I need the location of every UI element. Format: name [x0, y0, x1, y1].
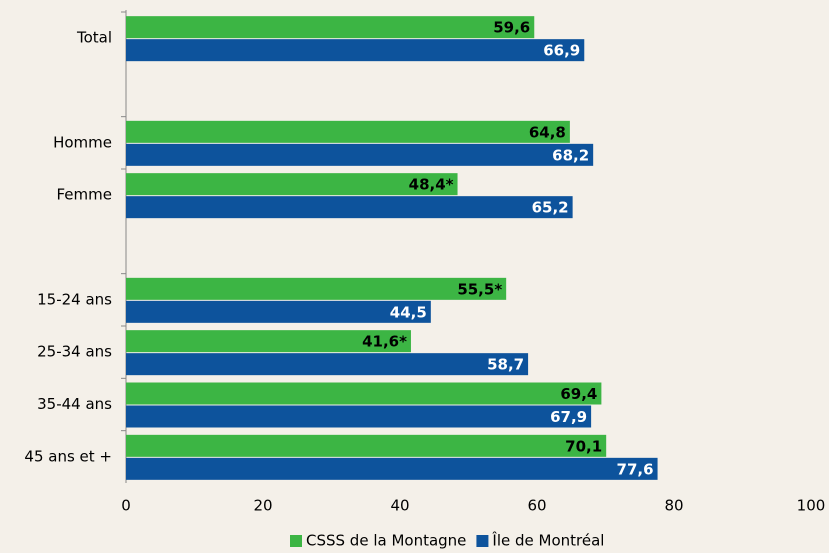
value-label: 65,2 — [532, 199, 569, 217]
value-label: 48,4* — [409, 176, 454, 194]
bar — [126, 196, 573, 219]
value-label: 70,1 — [565, 437, 602, 455]
x-tick-label: 0 — [121, 497, 131, 515]
legend-label: CSSS de la Montagne — [306, 532, 466, 550]
bar — [126, 300, 431, 323]
y-tick-label: 15-24 ans — [37, 290, 112, 308]
bar — [126, 277, 507, 300]
bar — [126, 143, 594, 166]
x-tick-label: 40 — [390, 497, 409, 515]
value-label: 55,5* — [457, 280, 502, 298]
value-label: 69,4 — [560, 385, 597, 403]
bar — [126, 120, 570, 143]
bar — [126, 405, 592, 428]
bar — [126, 353, 529, 376]
bar — [126, 330, 411, 353]
legend-label: Île de Montréal — [491, 531, 604, 550]
value-label: 64,8 — [529, 123, 566, 141]
x-tick-label: 20 — [253, 497, 272, 515]
y-tick-label: Total — [76, 29, 112, 47]
x-tick-label: 100 — [797, 497, 826, 515]
y-tick-label: 45 ans et + — [24, 447, 112, 465]
bar — [126, 382, 602, 405]
legend-swatch — [290, 535, 302, 547]
value-label: 67,9 — [550, 408, 587, 426]
bar — [126, 434, 607, 457]
value-label: 41,6* — [362, 333, 407, 351]
value-label: 44,5 — [390, 303, 427, 321]
legend-swatch — [476, 535, 489, 547]
x-tick-label: 80 — [664, 497, 683, 515]
bar — [126, 173, 458, 196]
bar — [126, 39, 585, 62]
value-label: 58,7 — [487, 356, 524, 374]
y-tick-label: Femme — [57, 186, 113, 204]
y-tick-label: 25-34 ans — [37, 343, 112, 361]
y-tick-label: 35-44 ans — [37, 395, 112, 413]
y-tick-label: Homme — [53, 133, 112, 151]
value-label: 77,6 — [617, 460, 654, 478]
x-tick-label: 60 — [527, 497, 546, 515]
value-label: 66,9 — [543, 42, 580, 60]
value-label: 68,2 — [552, 146, 589, 164]
bar — [126, 16, 535, 39]
bar — [126, 457, 658, 480]
value-label: 59,6 — [493, 19, 530, 37]
